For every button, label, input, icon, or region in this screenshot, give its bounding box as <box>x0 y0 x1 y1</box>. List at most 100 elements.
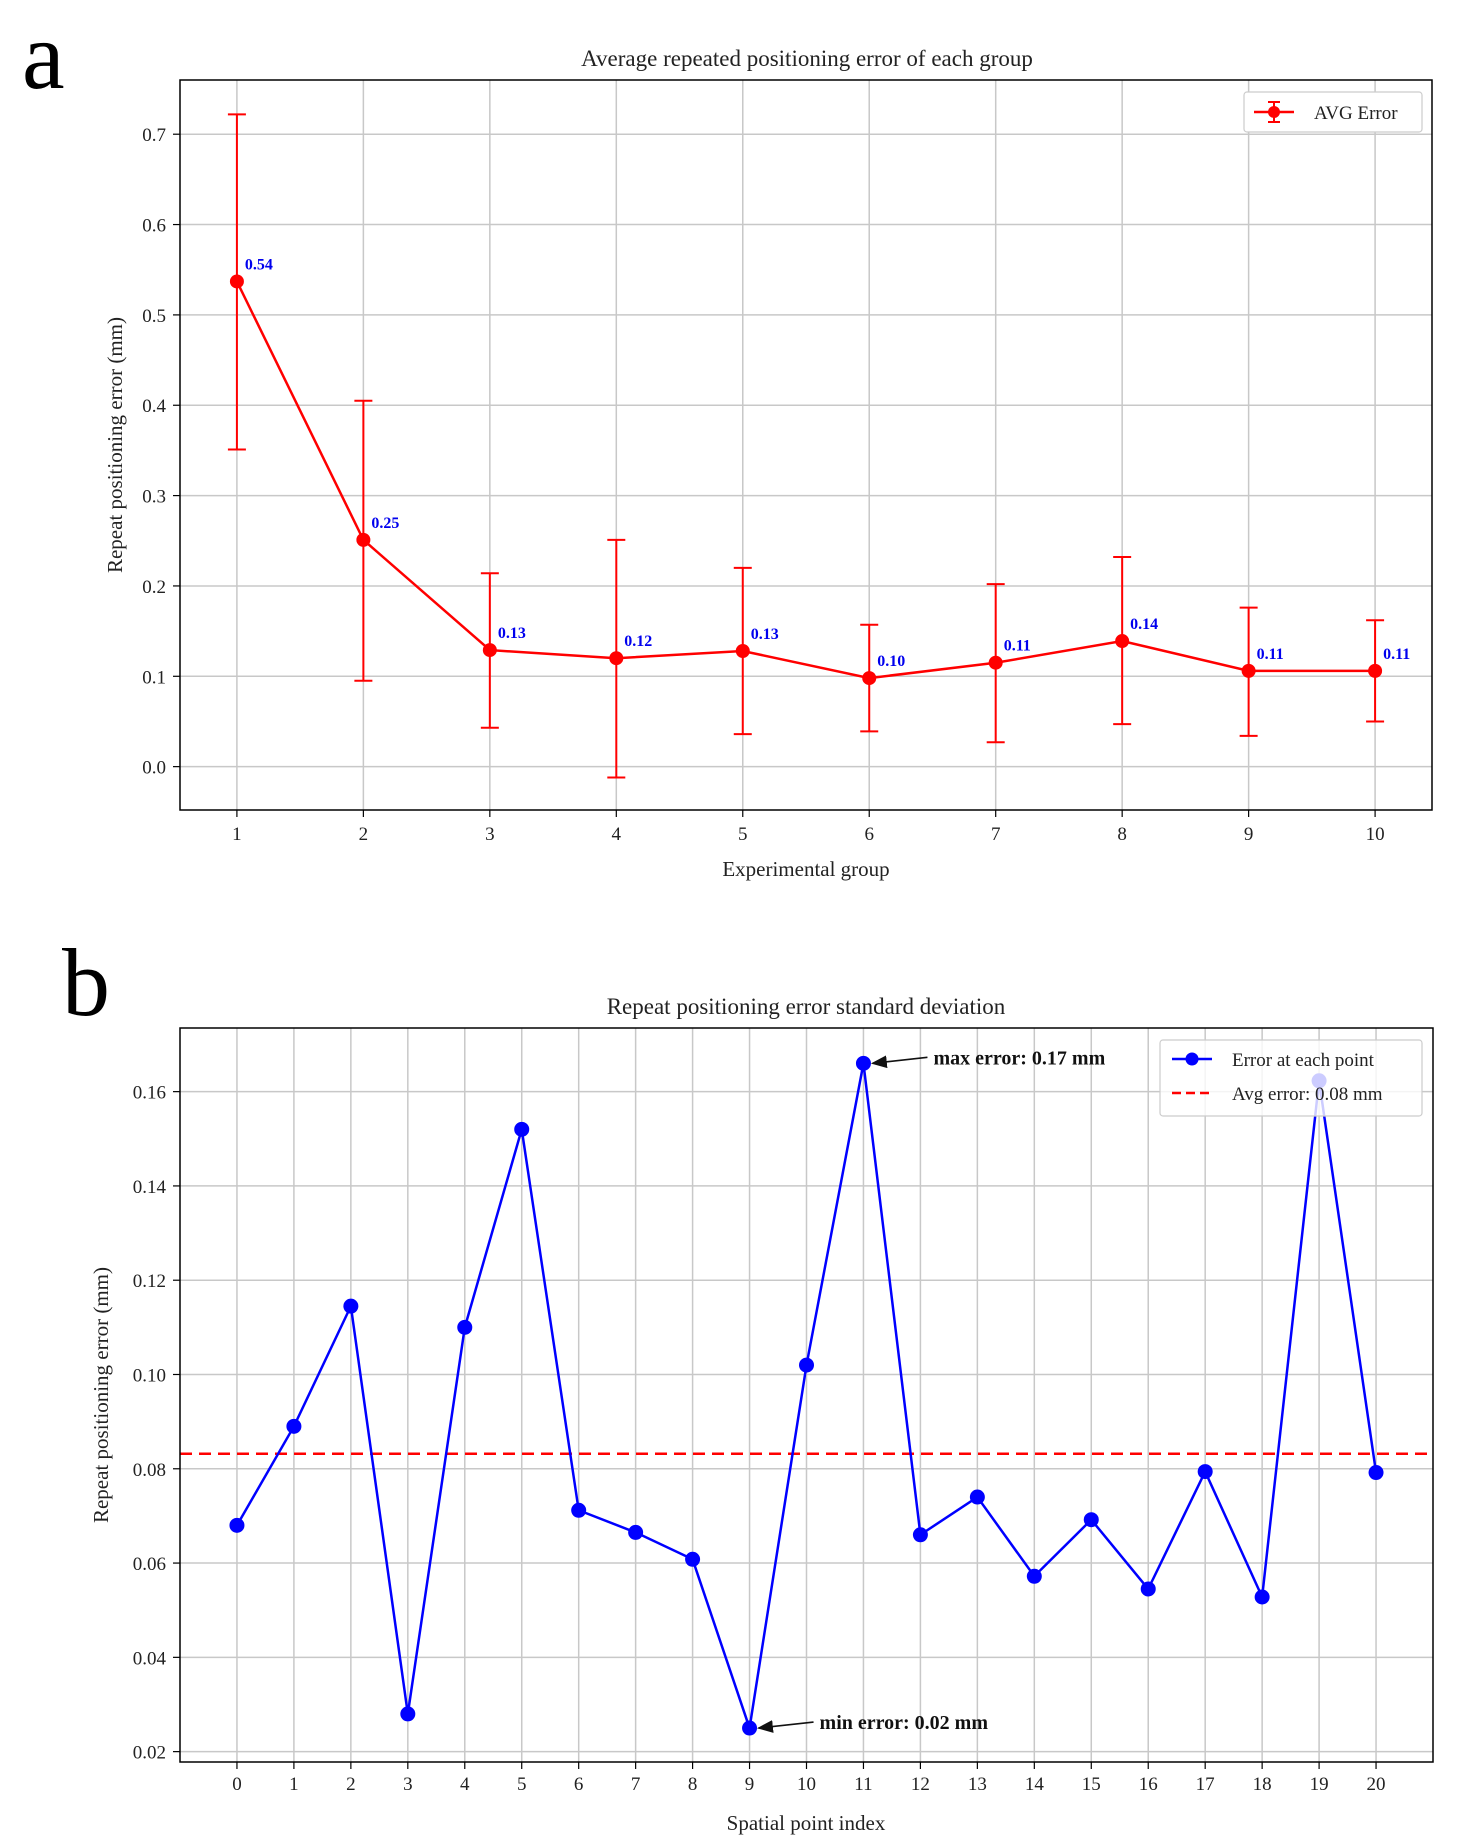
chart-b-legend-marker <box>1185 1052 1199 1066</box>
chart-b-annotation-arrow <box>870 1055 928 1069</box>
chart-b-legend-label-avg: Avg error: 0.08 mm <box>1232 1084 1383 1105</box>
chart-a-xtick-label: 10 <box>1366 824 1385 845</box>
chart-b-point <box>514 1121 530 1137</box>
chart-b-title: Repeat positioning error standard deviat… <box>607 994 1006 1019</box>
chart-a-ytick-label: 0.1 <box>142 667 166 688</box>
chart-a-data-label: 0.14 <box>1130 616 1158 633</box>
chart-a-series-line <box>235 280 1376 680</box>
chart-b-point <box>286 1418 302 1434</box>
chart-b-xtick-label: 4 <box>460 1774 470 1795</box>
chart-a-ytick-label: 0.2 <box>142 577 166 598</box>
chart-b-xtick-label: 3 <box>403 1774 413 1795</box>
chart-a-point <box>1368 663 1383 678</box>
chart-a-ylabel: Repeat positioning error (mm) <box>103 317 127 573</box>
chart-b-point <box>855 1055 871 1071</box>
chart-a: Average repeated positioning error of ea… <box>103 46 1433 881</box>
chart-b-ytick-label: 0.02 <box>133 1743 166 1764</box>
chart-b-point <box>1140 1581 1156 1597</box>
chart-a-point <box>609 651 624 666</box>
chart-b-annotation-arrow <box>756 1720 814 1733</box>
chart-b-annotation-label: min error: 0.02 mm <box>820 1712 989 1734</box>
chart-a-frame <box>179 79 1433 811</box>
chart-b-xtick-label: 20 <box>1367 1774 1386 1795</box>
chart-b-ytick-label: 0.14 <box>133 1177 167 1198</box>
chart-b-xtick-label: 14 <box>1025 1774 1045 1795</box>
chart-b-ytick-label: 0.10 <box>133 1365 166 1386</box>
chart-a-ytick-label: 0.7 <box>142 125 166 146</box>
chart-b-xtick-label: 5 <box>517 1774 527 1795</box>
chart-a-xlabel: Experimental group <box>722 857 889 881</box>
chart-a-data-label: 0.13 <box>498 625 526 642</box>
chart-a-legend-label: AVG Error <box>1314 103 1398 124</box>
chart-b-xtick-label: 17 <box>1196 1774 1215 1795</box>
chart-a-plot: 0.54 0.25 0.13 0.12 0.13 0.10 0.11 0.14 0.11 0.11 <box>227 113 1410 779</box>
chart-b-xtick-label: 6 <box>574 1774 584 1795</box>
chart-b-xtick-label: 15 <box>1082 1774 1101 1795</box>
chart-a-legend-box <box>1243 91 1423 133</box>
chart-a-data-label: 0.11 <box>1383 646 1410 663</box>
chart-b-ytick-label: 0.12 <box>133 1271 166 1292</box>
chart-b-xtick-label: 1 <box>289 1774 299 1795</box>
chart-b-xlabel: Spatial point index <box>727 1811 886 1835</box>
chart-b-xtick-label: 16 <box>1139 1774 1158 1795</box>
chart-a-point <box>988 655 1003 670</box>
chart-a-point <box>862 671 877 686</box>
chart-b-xtick-label: 0 <box>232 1774 242 1795</box>
chart-b-legend: Error at each point Avg error: 0.08 mm <box>1159 1039 1423 1117</box>
chart-b-point <box>1026 1568 1042 1584</box>
chart-a-point <box>1115 634 1130 649</box>
chart-b-xtick-label: 2 <box>346 1774 356 1795</box>
chart-b-point <box>628 1524 644 1540</box>
chart-b-point <box>1368 1465 1384 1481</box>
chart-b-point <box>969 1489 985 1505</box>
chart-b-point <box>400 1706 416 1722</box>
chart-a-xtick-label: 8 <box>1117 824 1127 845</box>
chart-a-ytick-label: 0.4 <box>142 396 166 417</box>
chart-b-xtick-label: 19 <box>1310 1774 1329 1795</box>
chart-b-ytick-label: 0.06 <box>133 1554 166 1575</box>
chart-a-data-label: 0.10 <box>877 653 905 670</box>
chart-b-xtick-label: 13 <box>968 1774 987 1795</box>
chart-a-ytick-label: 0.3 <box>142 487 166 508</box>
chart-b-point <box>1254 1589 1270 1605</box>
chart-a-point <box>735 643 750 658</box>
chart-a-data-label: 0.11 <box>1004 638 1031 655</box>
chart-b-ticks: 0 1 2 3 4 5 6 7 8 9 10 11 12 13 14 15 16 17 18 19 200.020.04… <box>133 1083 1386 1795</box>
panel-letter-a: a <box>22 2 65 109</box>
chart-b-ytick-label: 0.16 <box>133 1083 166 1104</box>
chart-a-point <box>356 532 371 547</box>
chart-b-point <box>343 1298 359 1314</box>
chart-b-ylabel: Repeat positioning error (mm) <box>89 1267 113 1523</box>
chart-a-data-label: 0.12 <box>624 633 652 650</box>
chart-b: Repeat positioning error standard deviat… <box>89 994 1434 1835</box>
panel-letter-b: b <box>62 929 110 1036</box>
chart-a-xtick-label: 1 <box>232 824 242 845</box>
chart-a-xtick-label: 5 <box>738 824 748 845</box>
chart-a-legend-marker <box>1268 106 1280 118</box>
chart-a-data-label: 0.54 <box>245 256 273 273</box>
chart-b-xtick-label: 8 <box>688 1774 698 1795</box>
chart-a-data-label: 0.13 <box>751 626 779 643</box>
chart-a-grid <box>180 80 1432 810</box>
chart-a-ticks: 1 2 3 4 5 6 7 8 9 10 0.0 0.1 0.2 0.3 0.4 0.5 0.6 0.7 <box>142 125 1384 845</box>
chart-b-ytick-label: 0.04 <box>133 1648 167 1669</box>
chart-b-point <box>742 1720 758 1736</box>
chart-a-xtick-label: 7 <box>991 824 1001 845</box>
chart-b-plot: max error: 0.17 mm min error: 0.02 mm <box>180 1047 1433 1736</box>
chart-b-point <box>229 1517 245 1533</box>
chart-b-legend-box <box>1159 1039 1423 1117</box>
chart-b-point <box>912 1527 928 1543</box>
chart-a-legend: AVG Error <box>1243 91 1423 133</box>
chart-a-xtick-label: 9 <box>1244 824 1254 845</box>
chart-a-point <box>482 643 497 658</box>
chart-b-grid <box>180 1028 1433 1762</box>
chart-a-xtick-label: 3 <box>485 824 495 845</box>
chart-b-xtick-label: 9 <box>745 1774 755 1795</box>
chart-b-legend-label-series: Error at each point <box>1232 1050 1375 1071</box>
chart-a-title: Average repeated positioning error of ea… <box>581 46 1033 71</box>
chart-b-xtick-label: 10 <box>797 1774 816 1795</box>
chart-b-xtick-label: 11 <box>854 1774 872 1795</box>
chart-b-point <box>1083 1512 1099 1528</box>
chart-a-ytick-label: 0.0 <box>142 758 166 779</box>
chart-a-ytick-label: 0.6 <box>142 216 166 237</box>
